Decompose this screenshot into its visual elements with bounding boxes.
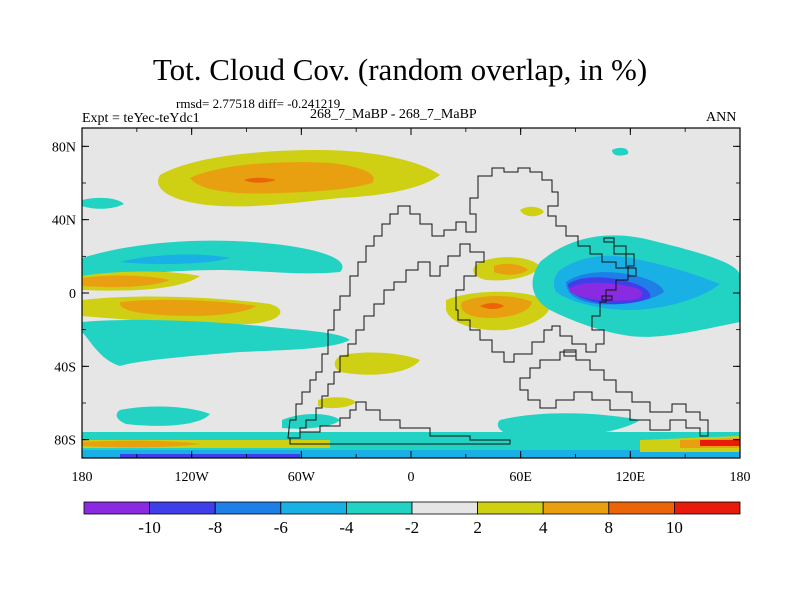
axis-tick-labels: 180 120W 60W 0 60E 120E 180 80N 40N 0 40S 80S — [52, 140, 751, 485]
lon-tick-label: 180 — [730, 470, 751, 485]
lon-tick-label: 120W — [175, 470, 210, 485]
map-field — [82, 128, 740, 458]
contour-north-red — [244, 177, 276, 183]
contour-polar-orange — [82, 440, 200, 448]
colorbar — [83, 501, 741, 515]
small-island-b — [601, 295, 613, 301]
colorbar-label: 4 — [539, 518, 548, 537]
colorbar-label: 8 — [605, 518, 614, 537]
small-island-a — [563, 349, 577, 357]
colorbar-swatch — [214, 501, 282, 515]
lon-tick-label: 180 — [72, 470, 93, 485]
colorbar-label: -6 — [274, 518, 288, 537]
colorbar-label: -2 — [405, 518, 419, 537]
lon-tick-label: 60W — [288, 470, 316, 485]
lat-tick-label: 80S — [54, 434, 76, 449]
contour-south-cyan — [82, 319, 350, 366]
contour-small-cyan-a — [82, 197, 124, 209]
colorbar-label: -8 — [208, 518, 222, 537]
colorbar-swatch — [280, 501, 347, 515]
pangaea-coastline — [287, 167, 637, 439]
contour-central-red — [480, 303, 504, 309]
axis-ticks — [81, 128, 741, 458]
lat-tick-label: 40N — [52, 214, 76, 229]
colorbar-label: 10 — [666, 518, 683, 537]
lat-tick-label: 80N — [52, 140, 76, 155]
contour-polar-red-east — [700, 440, 740, 446]
colorbar-labels: -10 -8 -6 -4 -2 2 4 8 10 — [138, 518, 683, 537]
lon-tick-label: 120E — [616, 470, 646, 485]
period-label: 268_7_MaBP - 268_7_MaBP — [310, 107, 477, 122]
colorbar-swatch — [477, 501, 544, 515]
contour-polar-indigo — [120, 454, 300, 458]
colorbar-swatch — [345, 501, 413, 515]
colorbar-swatch — [149, 501, 216, 515]
contour-north-orange — [190, 162, 374, 194]
contour-small-cyan-b — [612, 147, 629, 156]
season-label: ANN — [706, 110, 737, 125]
plot-title: Tot. Cloud Cov. (random overlap, in %) — [152, 52, 648, 87]
colorbar-swatch — [542, 501, 610, 515]
contour-south-yellow — [334, 352, 420, 375]
contour-south-yellow-b — [318, 397, 356, 409]
colorbar-swatch — [411, 501, 478, 515]
colorbar-label: -4 — [339, 518, 354, 537]
contour-eq-west-orange — [82, 275, 170, 288]
colorbar-label: 2 — [473, 518, 482, 537]
stats-text: rmsd= 2.77518 diff= -0.241219 — [176, 96, 341, 111]
lat-tick-label: 0 — [69, 287, 76, 302]
colorbar-swatch — [674, 501, 741, 515]
lat-tick-label: 40S — [54, 360, 76, 375]
contour-small-yellow-a — [520, 206, 544, 217]
lon-tick-label: 60E — [509, 470, 532, 485]
contour-sw-orange — [119, 299, 256, 316]
colorbar-swatch — [83, 501, 150, 515]
experiment-label: Expt = teYec-teYdc1 — [82, 111, 200, 126]
colorbar-label: -10 — [138, 518, 161, 537]
lon-tick-label: 0 — [408, 470, 415, 485]
colorbar-swatch — [608, 501, 675, 515]
contour-south-cyan-b — [116, 406, 210, 426]
contour-tropic-blue-north — [120, 254, 230, 265]
contour-africa-orange — [494, 263, 528, 275]
antarctic-coast — [289, 401, 511, 445]
